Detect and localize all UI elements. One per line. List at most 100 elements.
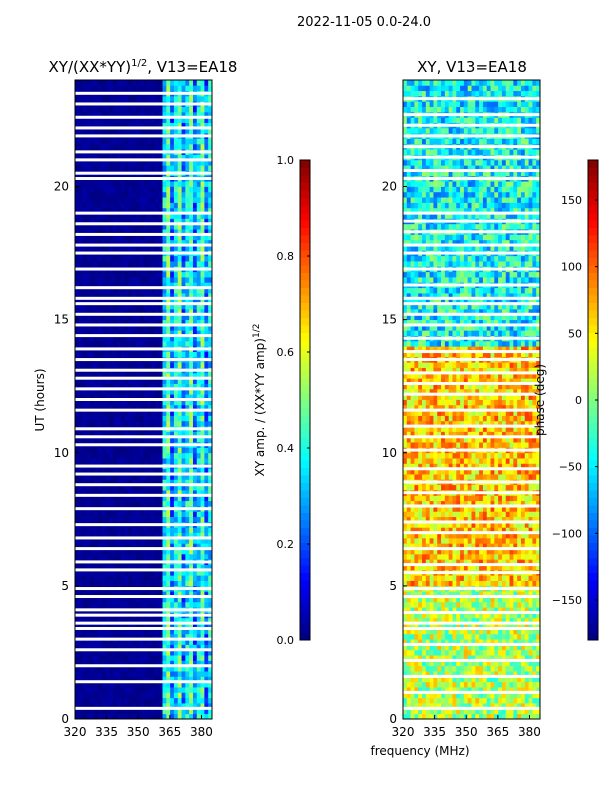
heatmap-cell xyxy=(151,474,156,480)
heatmap-cell xyxy=(177,479,182,486)
heatmap-cell xyxy=(406,277,412,283)
heatmap-cell xyxy=(410,324,415,331)
heatmap-cell xyxy=(189,181,194,187)
heatmap-cell xyxy=(189,569,194,576)
heatmap-cell xyxy=(135,649,141,656)
heatmap-cell xyxy=(403,202,408,209)
heatmap-cell xyxy=(192,293,198,299)
heatmap-cell xyxy=(124,282,129,289)
heatmap-cell xyxy=(173,516,179,523)
heatmap-cell xyxy=(78,197,84,203)
heatmap-cell xyxy=(124,697,129,704)
heatmap-cell xyxy=(192,511,198,518)
heatmap-cell xyxy=(120,495,125,502)
heatmap-cell xyxy=(90,245,95,251)
heatmap-cell xyxy=(101,713,106,720)
heatmap-cell xyxy=(166,649,171,656)
heatmap-cell xyxy=(181,458,186,464)
heatmap-cell xyxy=(170,490,175,496)
heatmap-cell xyxy=(177,548,182,555)
heatmap-cell xyxy=(166,591,171,597)
heatmap-cell xyxy=(94,207,99,214)
heatmap-cell xyxy=(418,532,423,539)
heatmap-cell xyxy=(158,676,163,683)
heatmap-cell xyxy=(109,181,114,187)
heatmap-cell xyxy=(185,122,190,129)
heatmap-cell xyxy=(147,692,152,699)
heatmap-cell xyxy=(173,580,179,587)
heatmap-cell xyxy=(177,447,182,454)
heatmap-cell xyxy=(82,516,87,523)
heatmap-cell xyxy=(410,186,415,193)
heatmap-cell xyxy=(403,404,408,411)
heatmap-cell xyxy=(196,127,201,134)
heatmap-cell xyxy=(82,410,87,416)
heatmap-cell xyxy=(173,601,179,608)
heatmap-cell xyxy=(414,117,419,123)
heatmap-cell xyxy=(173,308,179,315)
heatmap-cell xyxy=(113,234,118,241)
heatmap-cell xyxy=(410,607,415,613)
heatmap-cell xyxy=(82,138,87,145)
heatmap-cell xyxy=(135,303,141,310)
heatmap-cell xyxy=(143,207,148,214)
heatmap-cell xyxy=(139,681,144,688)
heatmap-cell xyxy=(177,324,182,331)
heatmap-cell xyxy=(200,474,205,480)
heatmap-cell xyxy=(414,378,419,384)
heatmap-cell xyxy=(166,197,171,203)
heatmap-cell xyxy=(189,277,194,283)
heatmap-cell xyxy=(403,213,408,219)
heatmap-cell xyxy=(128,319,133,326)
heatmap-cell xyxy=(147,277,152,283)
heatmap-cell xyxy=(200,527,205,534)
heatmap-cell xyxy=(200,165,205,171)
heatmap-cell xyxy=(189,404,194,411)
heatmap-cell xyxy=(128,713,133,720)
heatmap-cell xyxy=(82,154,87,161)
heatmap-cell xyxy=(204,665,209,672)
heatmap-cell xyxy=(162,404,167,411)
heatmap-cell xyxy=(158,143,163,150)
colorbar-step xyxy=(300,467,310,476)
flagged-gap-row xyxy=(75,568,212,572)
heatmap-cell xyxy=(147,111,152,118)
heatmap-cell xyxy=(86,324,91,331)
heatmap-cell xyxy=(120,468,125,475)
heatmap-cell xyxy=(147,229,152,235)
heatmap-cell xyxy=(90,681,95,688)
heatmap-cell xyxy=(97,447,103,454)
heatmap-cell xyxy=(154,239,160,246)
heatmap-cell xyxy=(135,500,141,507)
heatmap-cell xyxy=(403,511,408,518)
heatmap-cell xyxy=(147,330,152,336)
heatmap-cell xyxy=(200,415,205,422)
heatmap-cell xyxy=(406,378,412,384)
heatmap-cell xyxy=(414,564,419,571)
heatmap-cell xyxy=(75,394,80,400)
heatmap-cell xyxy=(177,159,182,166)
heatmap-cell xyxy=(410,394,415,400)
heatmap-cell xyxy=(90,293,95,299)
heatmap-cell xyxy=(124,378,129,384)
heatmap-cell xyxy=(120,314,125,321)
heatmap-cell xyxy=(154,207,160,214)
heatmap-cell xyxy=(75,511,80,518)
heatmap-cell xyxy=(189,191,194,198)
heatmap-cell xyxy=(78,676,84,683)
heatmap-cell xyxy=(204,85,209,92)
heatmap-cell xyxy=(94,340,99,347)
heatmap-cell xyxy=(143,378,148,384)
heatmap-cell xyxy=(94,324,99,331)
heatmap-cell xyxy=(90,601,95,608)
heatmap-cell xyxy=(162,681,167,688)
heatmap-cell xyxy=(170,85,175,92)
heatmap-cell xyxy=(154,324,160,331)
heatmap-cell xyxy=(120,388,125,395)
heatmap-cell xyxy=(185,569,190,576)
heatmap-cell xyxy=(185,95,190,102)
heatmap-cell xyxy=(139,452,144,459)
heatmap-cell xyxy=(166,500,171,507)
heatmap-cell xyxy=(406,117,412,123)
heatmap-cell xyxy=(158,138,163,145)
